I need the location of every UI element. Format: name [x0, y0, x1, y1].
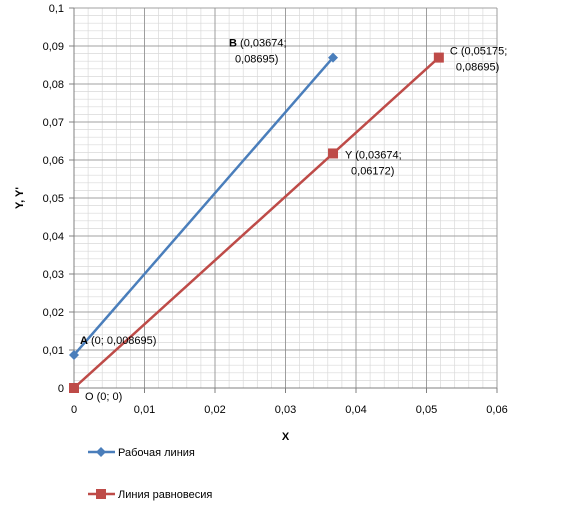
- annotation-coords: (0,03674;: [237, 38, 287, 50]
- data-point: [328, 148, 339, 159]
- annotation-label: Y (0,03674;: [345, 149, 402, 161]
- y-axis-title: Y, Y': [14, 187, 26, 209]
- annotation-letter: A: [80, 335, 88, 347]
- annotation-label-line2: 0,06172): [351, 165, 394, 177]
- annotation-letter: Y: [345, 149, 353, 161]
- annotation-letter: O: [85, 391, 94, 403]
- data-point: [433, 52, 444, 63]
- y-tick-label: 0,06: [43, 155, 64, 167]
- annotation-label: A (0; 0,008695): [80, 335, 156, 347]
- point-annotations: A (0; 0,008695) B (0,03674; 0,08695) C (0,0…: [80, 38, 507, 403]
- y-tick-label: 0,1: [49, 3, 64, 15]
- x-tick-label: 0,06: [486, 404, 507, 416]
- series-line: [73, 56, 334, 356]
- x-axis-title: X: [282, 431, 290, 443]
- y-tick-label: 0: [58, 383, 64, 395]
- x-tick-labels: 0 0,01 0,02 0,03 0,04 0,05 0,06: [71, 404, 508, 416]
- axes: [69, 7, 498, 393]
- annotation-letter: C: [450, 46, 458, 58]
- x-tick-label: 0,01: [134, 404, 155, 416]
- annotation-coords: (0; 0): [94, 391, 123, 403]
- major-gridlines: [73, 7, 498, 389]
- y-tick-label: 0,09: [43, 41, 64, 53]
- annotation-label-line2: 0,08695): [456, 62, 499, 74]
- y-tick-label: 0,04: [43, 231, 64, 243]
- y-tick-label: 0,05: [43, 193, 64, 205]
- annotation-coords: (0,03674;: [352, 149, 402, 161]
- annotation-label: C (0,05175;: [450, 46, 508, 58]
- y-tick-label: 0,01: [43, 345, 64, 357]
- series-layer: [69, 52, 444, 393]
- series-1: [69, 52, 339, 360]
- y-tick-label: 0,03: [43, 269, 64, 281]
- annotation-letter: B: [229, 38, 237, 50]
- legend: Рабочая линия Линия равновесия: [88, 447, 212, 501]
- x-tick-label: 0,04: [345, 404, 366, 416]
- data-point: [69, 383, 79, 393]
- legend-swatch-marker: [96, 447, 106, 457]
- series-2: [69, 52, 444, 393]
- x-tick-label: 0: [71, 404, 77, 416]
- y-tick-label: 0,07: [43, 117, 64, 129]
- y-tick-label: 0,02: [43, 307, 64, 319]
- annotation-label: B (0,03674;: [229, 38, 287, 50]
- y-tick-label: 0,08: [43, 79, 64, 91]
- y-tick-labels: 0 0,01 0,02 0,03 0,04 0,05 0,06 0,07 0,08 0,09 0,1: [43, 3, 64, 395]
- legend-entry: Рабочая линия: [118, 447, 195, 459]
- annotation-coords: (0,05175;: [458, 46, 508, 58]
- annotation-label-line2: 0,08695): [235, 54, 278, 66]
- x-tick-label: 0,05: [416, 404, 437, 416]
- x-tick-label: 0,03: [275, 404, 296, 416]
- legend-entry: Линия равновесия: [118, 489, 212, 501]
- x-tick-label: 0,02: [204, 404, 225, 416]
- annotation-coords: (0; 0,008695): [88, 335, 157, 347]
- legend-swatch-marker: [96, 489, 106, 499]
- annotation-label: O (0; 0): [85, 391, 122, 403]
- data-point: [69, 349, 79, 360]
- data-point: [328, 52, 339, 63]
